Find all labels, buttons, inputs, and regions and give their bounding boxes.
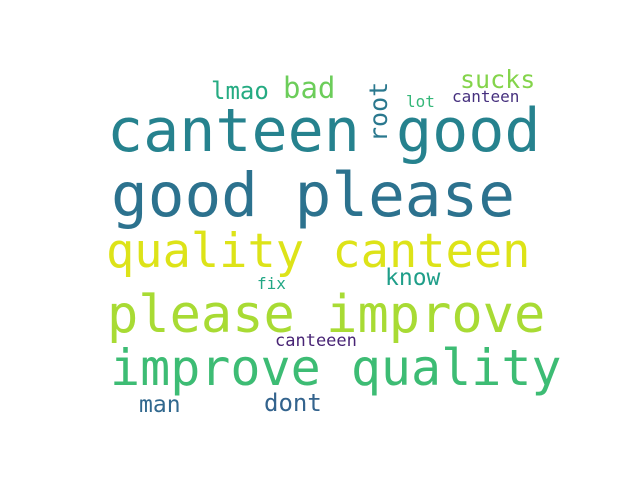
word-bad: bad [283,71,336,105]
word-lot: lot [406,92,435,111]
word-please-improve: please improve [107,285,546,345]
word-canteen: canteen [452,87,520,106]
word-canteen-good: canteen good [107,96,541,166]
word-root: root [364,81,393,142]
word-good-please: good please [111,160,515,231]
word-canteeen: canteeen [275,331,357,351]
word-dont: dont [264,389,322,417]
word-fix: fix [257,274,286,293]
word-quality-canteen: quality canteen [106,224,531,279]
word-man: man [139,392,181,418]
word-sucks: sucks [460,65,536,94]
word-lmao: lmao [211,77,269,105]
word-know: know [385,265,441,291]
word-improve-quality: improve quality [110,339,562,397]
